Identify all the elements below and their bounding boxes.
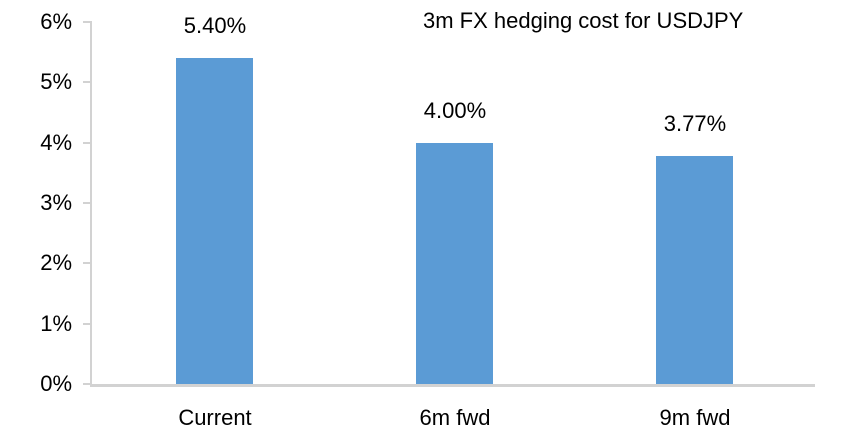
- x-axis-category-label: 9m fwd: [659, 405, 731, 430]
- y-axis-tick-label: 2%: [40, 250, 72, 275]
- bar: [176, 58, 253, 384]
- y-axis-tick-label: 0%: [40, 371, 72, 396]
- y-axis-tick-label: 5%: [40, 69, 72, 94]
- bar-value-label: 3.77%: [663, 111, 727, 136]
- y-axis-tick: [83, 262, 92, 264]
- y-axis-tick-label: 1%: [40, 311, 72, 336]
- y-axis-tick-label: 6%: [40, 9, 72, 34]
- bar: [656, 156, 733, 384]
- bar-value-label: 4.00%: [423, 98, 487, 123]
- y-axis-tick-label: 4%: [40, 130, 72, 155]
- x-axis-line: [90, 384, 815, 387]
- y-axis-tick-label: 3%: [40, 190, 72, 215]
- y-axis-tick: [83, 21, 92, 23]
- x-axis-category-label: Current: [178, 405, 252, 430]
- y-axis-tick: [83, 323, 92, 325]
- y-axis-tick: [83, 383, 92, 385]
- bar-value-label: 5.40%: [183, 13, 247, 38]
- x-axis-category-label: 6m fwd: [419, 405, 491, 430]
- chart-title: 3m FX hedging cost for USDJPY: [423, 8, 744, 33]
- y-axis-line: [90, 22, 92, 387]
- bar: [416, 143, 493, 384]
- y-axis-tick: [83, 81, 92, 83]
- y-axis-tick: [83, 202, 92, 204]
- y-axis-tick: [83, 142, 92, 144]
